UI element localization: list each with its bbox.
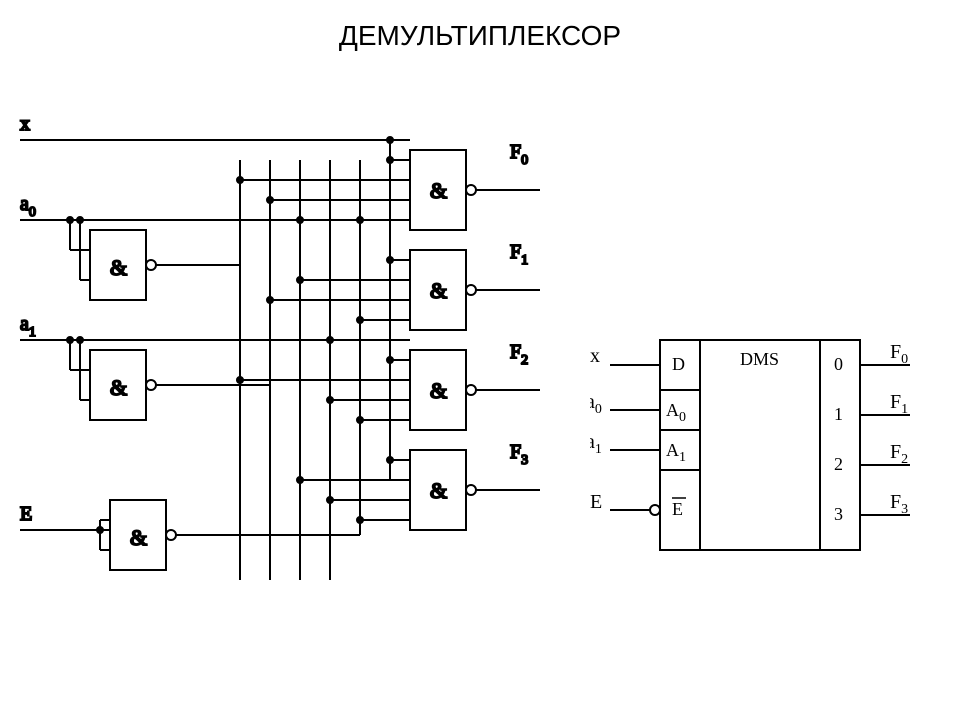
pin-1: 1 xyxy=(834,404,843,424)
label-F1: F1 xyxy=(510,241,528,268)
gate-sym: & xyxy=(430,378,447,403)
gate-sym: & xyxy=(430,178,447,203)
pin-3: 3 xyxy=(834,504,843,524)
gate-sym: & xyxy=(430,278,447,303)
ext-a0: a0 xyxy=(590,391,602,417)
pin-0: 0 xyxy=(834,354,843,374)
ext-F3: F3 xyxy=(890,491,908,517)
gate-sym: & xyxy=(430,478,447,503)
page-title: ДЕМУЛЬТИПЛЕКСОР xyxy=(0,20,960,52)
pin-2: 2 xyxy=(834,454,843,474)
ext-E: E xyxy=(590,491,602,513)
label-x: x xyxy=(20,113,30,135)
gate-sym: & xyxy=(110,255,127,280)
label-F3: F3 xyxy=(510,441,528,468)
gate-sym: & xyxy=(130,525,147,550)
gate-sym: & xyxy=(110,375,127,400)
ext-F2: F2 xyxy=(890,441,908,467)
label-F0: F0 xyxy=(510,141,528,168)
ext-a1: a1 xyxy=(590,431,602,457)
pin-D: D xyxy=(672,354,685,374)
ext-F0: F0 xyxy=(890,341,908,367)
block-symbol: DMS D A0 A1 E 0 1 2 3 x a0 a1 E F0 F1 F2… xyxy=(590,320,930,620)
ext-x: x xyxy=(590,345,600,367)
label-a0: a0 xyxy=(20,193,36,220)
ext-F1: F1 xyxy=(890,391,908,417)
label-a1: a1 xyxy=(20,313,36,340)
label-F2: F2 xyxy=(510,341,528,368)
logic-schematic: x a0 a1 E & & xyxy=(10,100,570,620)
pin-Ebar: E xyxy=(672,499,683,519)
label-E: E xyxy=(20,503,32,525)
block-name: DMS xyxy=(740,349,779,369)
